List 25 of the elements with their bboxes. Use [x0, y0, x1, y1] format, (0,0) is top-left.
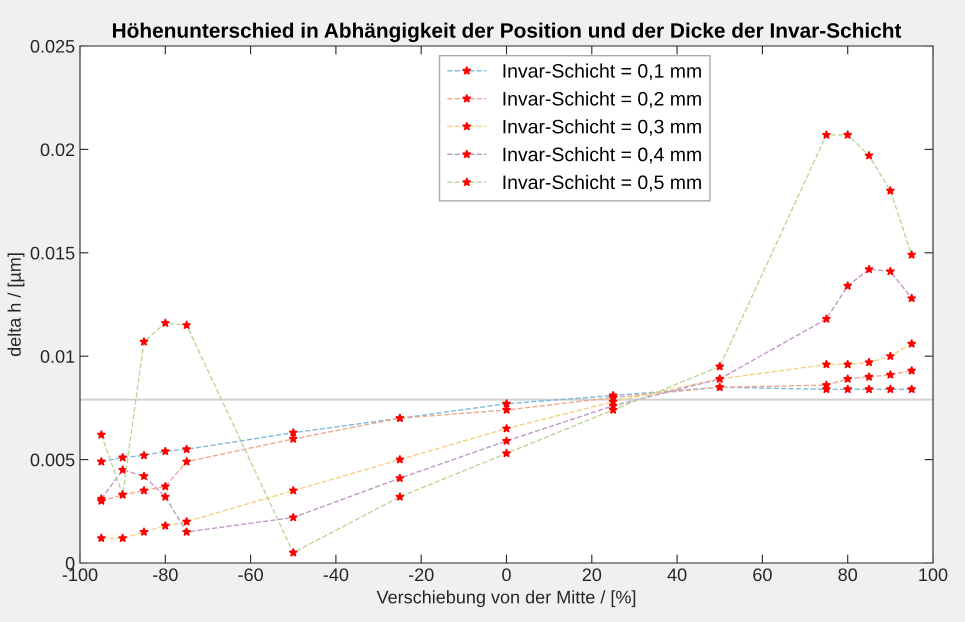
x-tick-label: 20 [582, 568, 602, 582]
y-tick-label: 0.015 [30, 246, 74, 260]
x-tick-label: 0 [502, 568, 511, 582]
x-tick-label: -20 [408, 568, 434, 582]
legend-label: Invar-Schicht = 0,2 mm [504, 91, 701, 108]
chart-title: Höhenunterschied in Abhängigkeit der Position und der Dicke der Invar-Schicht [112, 22, 902, 42]
legend-label: Invar-Schicht = 0,3 mm [504, 119, 701, 136]
y-tick-label: 0.01 [40, 350, 74, 363]
y-axis-title: delta h / [µm] [8, 253, 24, 356]
x-tick-label: 40 [667, 568, 686, 582]
legend-label: Invar-Schicht = 0,1 mm [504, 64, 701, 80]
x-tick-label: -40 [324, 568, 348, 582]
x-axis-title: Verschiebung von der Mitte / [%] [376, 590, 636, 608]
x-tick-label: 100 [919, 568, 948, 582]
x-tick-label: 80 [838, 568, 858, 582]
y-tick-label: 0 [66, 556, 74, 570]
y-tick-label: 0.025 [30, 40, 74, 53]
x-tick-label: -60 [238, 568, 263, 582]
x-tick-label: 60 [753, 568, 772, 582]
x-tick-label: -100 [62, 568, 98, 582]
y-tick-label: 0.005 [30, 454, 74, 466]
y-tick-label: 0.02 [40, 143, 74, 156]
legend-label: Invar-Schicht = 0,4 mm [504, 147, 701, 164]
legend-label: Invar-Schicht = 0,5 mm [504, 174, 701, 192]
x-tick-label: -80 [153, 568, 178, 582]
